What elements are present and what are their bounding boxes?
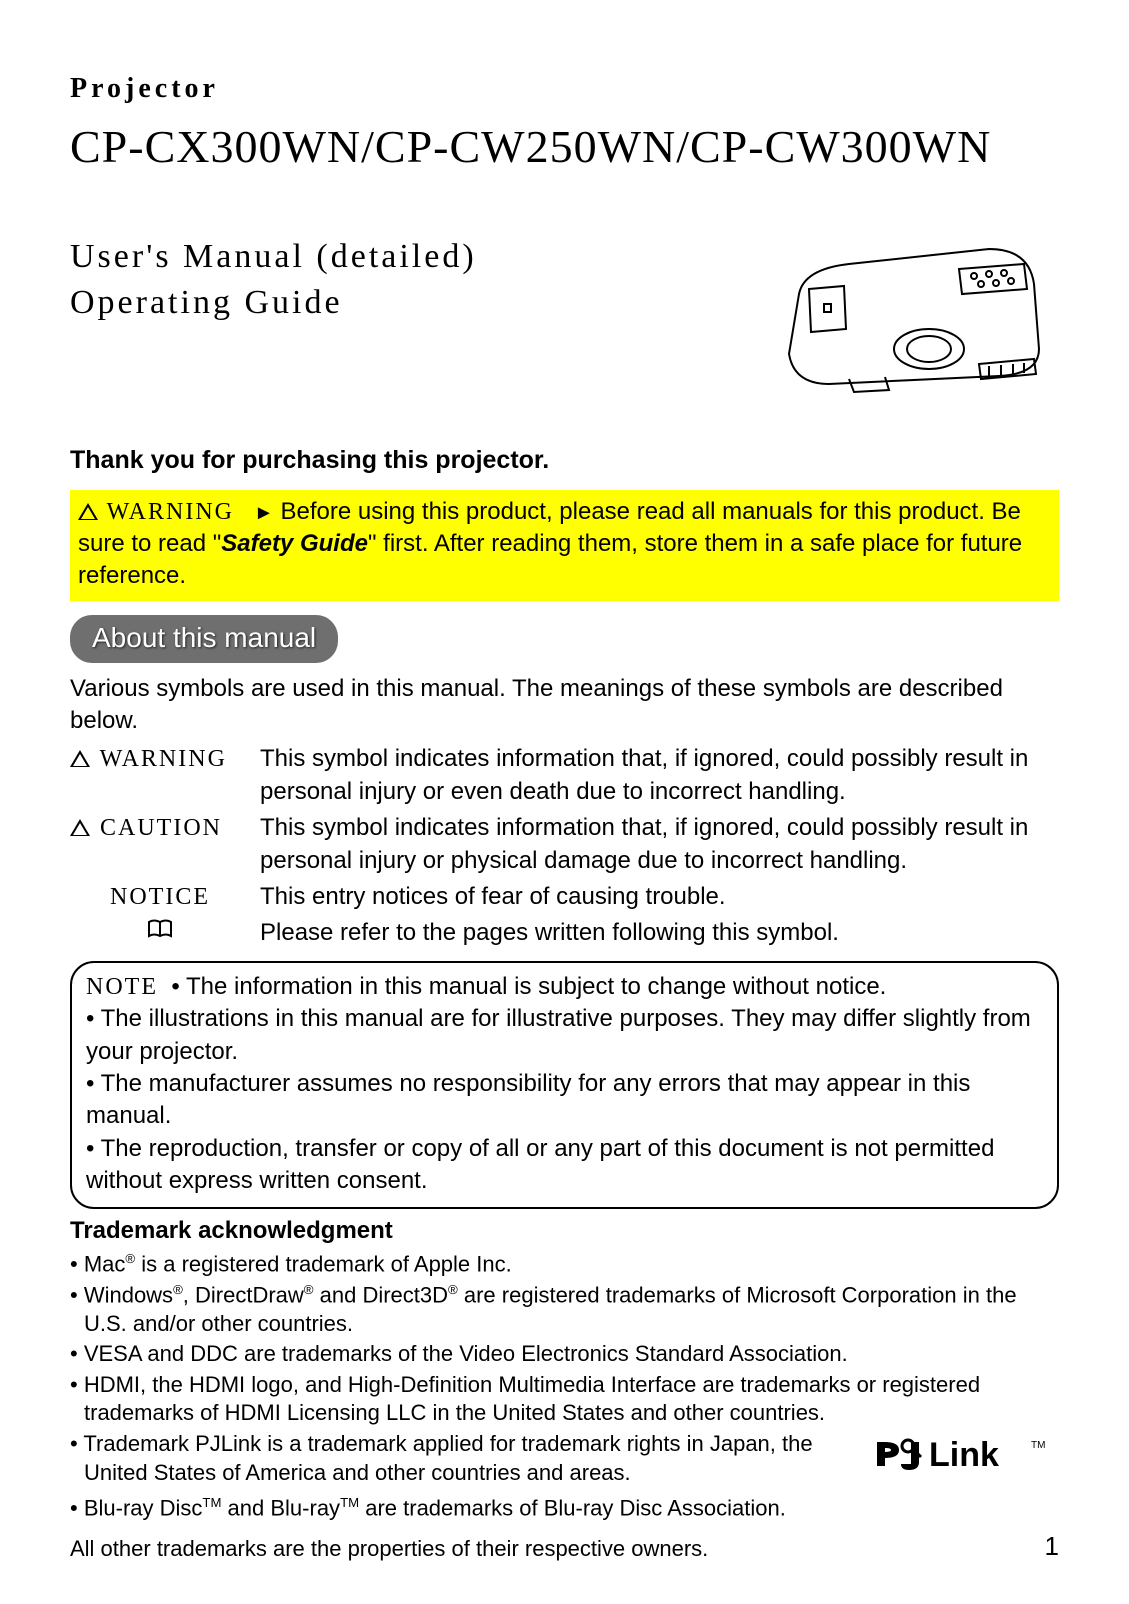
symbol-caution-desc: This symbol indicates information that, … — [260, 812, 1059, 877]
thank-you-text: Thank you for purchasing this projector. — [70, 444, 1059, 478]
warning-triangle-icon — [70, 750, 90, 767]
trademark-footer: All other trademarks are the properties … — [70, 1534, 708, 1564]
pjlink-logo: Link TM — [869, 1434, 1059, 1494]
symbol-row-caution: CAUTION This symbol indicates informatio… — [70, 812, 1059, 877]
model-title: CP-CX300WN/CP-CW250WN/CP-CW300WN — [70, 116, 1059, 178]
warning-label-text: WARNING — [100, 746, 227, 772]
svg-text:TM: TM — [1031, 1440, 1045, 1451]
symbol-warning-label: WARNING — [70, 743, 260, 808]
symbol-caution-label: CAUTION — [70, 812, 260, 877]
symbol-warning-desc: This symbol indicates information that, … — [260, 743, 1059, 808]
arrow-icon: ► — [254, 502, 274, 524]
symbol-row-refer: Please refer to the pages written follow… — [70, 917, 1059, 950]
symbol-notice-desc: This entry notices of fear of causing tr… — [260, 881, 1059, 913]
page-number: 1 — [1045, 1529, 1059, 1564]
trademark-item: • Blu-ray DiscTM and Blu-rayTM are trade… — [70, 1494, 1059, 1523]
footer-row: All other trademarks are the properties … — [70, 1529, 1059, 1564]
symbol-book-label — [70, 917, 260, 950]
warning-label: WARNING — [107, 499, 234, 525]
trademark-list: • Mac® is a registered trademark of Appl… — [70, 1250, 1059, 1523]
trademark-heading: Trademark acknowledgment — [70, 1215, 1059, 1247]
subtitle-line2: Operating Guide — [70, 280, 477, 326]
trademark-item: • HDMI, the HDMI logo, and High-Definiti… — [70, 1371, 1059, 1428]
trademark-item: • Trademark PJLink is a trademark applie… — [70, 1430, 849, 1487]
warning-box: WARNING ► Before using this product, ple… — [70, 490, 1059, 601]
note-item-1: • The illustrations in this manual are f… — [86, 1005, 1031, 1064]
subtitle: User's Manual (detailed) Operating Guide — [70, 234, 477, 326]
symbol-notice-label: NOTICE — [70, 881, 260, 913]
symbol-table: WARNING This symbol indicates informatio… — [70, 743, 1059, 950]
symbol-refer-desc: Please refer to the pages written follow… — [260, 917, 1059, 950]
book-icon — [147, 917, 173, 947]
projector-illustration — [749, 234, 1059, 404]
note-box: NOTE • The information in this manual is… — [70, 961, 1059, 1210]
trademark-item: • VESA and DDC are trademarks of the Vid… — [70, 1340, 1059, 1369]
note-item-3: • The reproduction, transfer or copy of … — [86, 1135, 994, 1194]
section-heading-pill: About this manual — [70, 615, 338, 663]
trademark-item: • Windows®, DirectDraw® and Direct3D® ar… — [70, 1281, 1059, 1339]
symbols-intro: Various symbols are used in this manual.… — [70, 673, 1059, 738]
svg-text:Link: Link — [929, 1436, 999, 1474]
symbol-row-warning: WARNING This symbol indicates informatio… — [70, 743, 1059, 808]
note-label: NOTE — [86, 974, 158, 1000]
trademark-item: • Mac® is a registered trademark of Appl… — [70, 1250, 1059, 1279]
safety-guide-bold: Safety Guide — [221, 530, 368, 557]
subtitle-line1: User's Manual (detailed) — [70, 234, 477, 280]
warning-triangle-icon — [78, 503, 98, 520]
note-item-2: • The manufacturer assumes no responsibi… — [86, 1070, 970, 1129]
projector-label: Projector — [70, 70, 1059, 108]
note-item-0: • The information in this manual is subj… — [171, 973, 886, 1000]
symbol-row-notice: NOTICE This entry notices of fear of cau… — [70, 881, 1059, 913]
header-row: User's Manual (detailed) Operating Guide — [70, 234, 1059, 404]
caution-triangle-icon — [70, 819, 90, 836]
caution-label-text: CAUTION — [100, 815, 222, 841]
